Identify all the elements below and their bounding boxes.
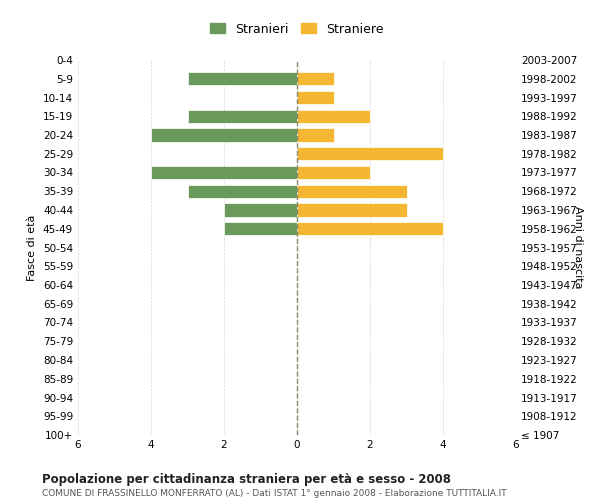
Text: Popolazione per cittadinanza straniera per età e sesso - 2008: Popolazione per cittadinanza straniera p… — [42, 472, 451, 486]
Bar — [151, 166, 297, 179]
Bar — [187, 110, 297, 123]
Bar — [297, 166, 370, 179]
Legend: Stranieri, Straniere: Stranieri, Straniere — [205, 18, 389, 40]
Bar — [297, 91, 334, 104]
Text: COMUNE DI FRASSINELLO MONFERRATO (AL) - Dati ISTAT 1° gennaio 2008 - Elaborazion: COMUNE DI FRASSINELLO MONFERRATO (AL) - … — [42, 489, 506, 498]
Y-axis label: Anni di nascita: Anni di nascita — [573, 206, 583, 289]
Bar — [151, 128, 297, 141]
Bar — [297, 184, 407, 198]
Bar — [297, 128, 334, 141]
Bar — [297, 72, 334, 86]
Bar — [297, 147, 443, 160]
Bar — [297, 222, 443, 235]
Bar — [224, 204, 297, 216]
Bar — [187, 184, 297, 198]
Bar — [187, 72, 297, 86]
Bar — [224, 222, 297, 235]
Bar — [297, 110, 370, 123]
Bar — [297, 204, 407, 216]
Y-axis label: Fasce di età: Fasce di età — [28, 214, 37, 280]
